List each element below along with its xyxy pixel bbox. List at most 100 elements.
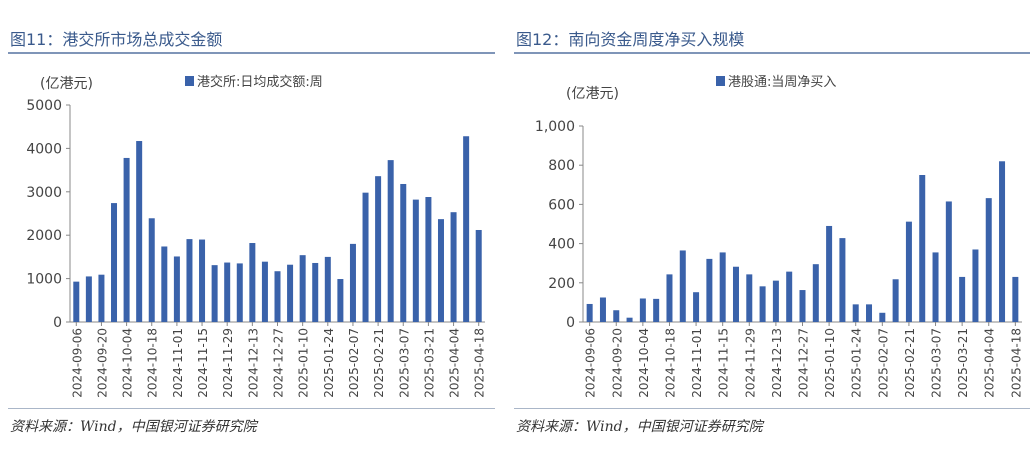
- bar-right: [866, 304, 873, 322]
- x-tick-label-left: 2024-12-27: [272, 328, 286, 398]
- bar-right: [799, 290, 806, 322]
- bar-right: [812, 264, 819, 322]
- x-tick-label-right: 2025-04-18: [1009, 328, 1023, 398]
- bar-left: [400, 183, 407, 322]
- bar-left: [136, 141, 143, 322]
- bar-left: [199, 239, 206, 322]
- y-axis-unit-left: (亿港元): [40, 76, 93, 92]
- bar-right: [999, 161, 1006, 322]
- y-axis-unit-right: (亿港元): [566, 86, 619, 102]
- bar-right: [985, 198, 992, 322]
- bar-right: [666, 274, 673, 322]
- bar-right: [852, 304, 859, 322]
- x-tick-label-right: 2025-01-24: [850, 328, 864, 398]
- bar-left: [85, 276, 92, 322]
- bar-right: [945, 201, 952, 322]
- x-tick-label-right: 2024-11-29: [743, 328, 757, 398]
- bar-left: [173, 256, 180, 322]
- source-left: 资料来源：Wind，中国银河证券研究院: [10, 419, 257, 435]
- bar-left: [362, 192, 369, 322]
- x-tick-label-right: 2024-09-06: [584, 328, 598, 398]
- bar-left: [186, 239, 193, 322]
- bar-left: [249, 243, 256, 322]
- bar-right: [639, 298, 646, 322]
- x-tick-label-left: 2024-12-13: [246, 328, 260, 398]
- bar-right: [706, 258, 713, 322]
- bar-right: [772, 280, 779, 322]
- x-tick-label-left: 2025-03-21: [422, 328, 436, 398]
- bar-left: [425, 197, 432, 322]
- bar-left: [224, 262, 231, 322]
- x-tick-label-left: 2025-02-21: [372, 328, 386, 398]
- legend-swatch-left: [185, 76, 194, 86]
- x-tick-label-right: 2024-11-15: [717, 328, 731, 398]
- chart-title-left: 图11：港交所市场总成交金额: [10, 30, 223, 49]
- x-tick-label-left: 2024-11-15: [196, 328, 210, 398]
- bar-left: [111, 203, 118, 322]
- bar-left: [349, 243, 356, 322]
- bar-right: [786, 271, 793, 322]
- x-tick-label-left: 2025-01-10: [297, 328, 311, 398]
- bar-right: [972, 249, 979, 322]
- bar-right: [599, 297, 606, 322]
- x-tick-label-left: 2024-10-04: [121, 328, 135, 398]
- bar-left: [123, 157, 130, 322]
- bar-left: [387, 160, 394, 322]
- bar-left: [412, 199, 419, 322]
- bar-right: [959, 276, 966, 322]
- x-tick-label-left: 2025-01-24: [322, 328, 336, 398]
- bar-right: [879, 312, 886, 322]
- y-tick-label-right: 1,000: [535, 119, 575, 135]
- source-divider-left: [8, 408, 495, 409]
- bar-right: [679, 250, 686, 322]
- chart-title-right: 图12：南向资金周度净买入规模: [516, 30, 745, 49]
- bar-left: [261, 261, 268, 322]
- y-tick-label-right: 600: [548, 197, 575, 213]
- x-tick-label-left: 2025-02-07: [347, 328, 361, 398]
- y-tick-label-right: 800: [548, 158, 575, 174]
- x-tick-label-right: 2024-12-27: [797, 328, 811, 398]
- y-tick-label-left: 1000: [26, 272, 62, 288]
- x-tick-label-right: 2024-09-20: [610, 328, 624, 398]
- y-tick-label-right: 0: [566, 315, 575, 331]
- x-tick-label-right: 2025-02-21: [903, 328, 917, 398]
- bar-left: [148, 218, 155, 322]
- bar-left: [211, 265, 218, 322]
- y-tick-label-left: 2000: [26, 228, 62, 244]
- bar-left: [161, 246, 168, 322]
- x-tick-label-right: 2025-04-04: [983, 328, 997, 398]
- bar-right: [653, 298, 660, 322]
- bar-right: [1012, 276, 1019, 322]
- title-divider-left: [8, 52, 495, 54]
- bar-right: [732, 266, 739, 322]
- x-tick-label-left: 2025-04-18: [473, 328, 487, 398]
- x-tick-label-right: 2024-11-01: [690, 328, 704, 398]
- legend-label-right: 港股通:当周净买入: [728, 75, 836, 90]
- y-tick-label-right: 400: [548, 237, 575, 253]
- bar-left: [437, 219, 444, 322]
- bar-left: [312, 262, 319, 322]
- y-tick-label-left: 3000: [26, 185, 62, 201]
- bar-left: [375, 176, 382, 322]
- x-tick-label-right: 2025-03-21: [956, 328, 970, 398]
- x-tick-label-left: 2025-03-07: [397, 328, 411, 398]
- bar-left: [299, 255, 306, 322]
- bar-right: [919, 175, 926, 322]
- y-tick-label-left: 5000: [26, 98, 62, 114]
- x-tick-label-left: 2024-10-18: [146, 328, 160, 398]
- x-tick-label-left: 2025-04-04: [448, 328, 462, 398]
- x-tick-label-left: 2024-09-20: [95, 328, 109, 398]
- bar-right: [759, 286, 766, 322]
- bar-right: [719, 252, 726, 322]
- x-tick-label-right: 2025-03-07: [930, 328, 944, 398]
- bar-left: [98, 274, 105, 322]
- bar-right: [892, 279, 899, 322]
- bar-right: [839, 238, 846, 322]
- title-divider-right: [514, 52, 1030, 54]
- bar-right: [905, 221, 912, 322]
- bar-right: [932, 252, 939, 322]
- x-tick-label-right: 2024-12-13: [770, 328, 784, 398]
- bar-left: [450, 212, 457, 322]
- bar-right: [586, 303, 593, 322]
- bar-left: [324, 256, 331, 322]
